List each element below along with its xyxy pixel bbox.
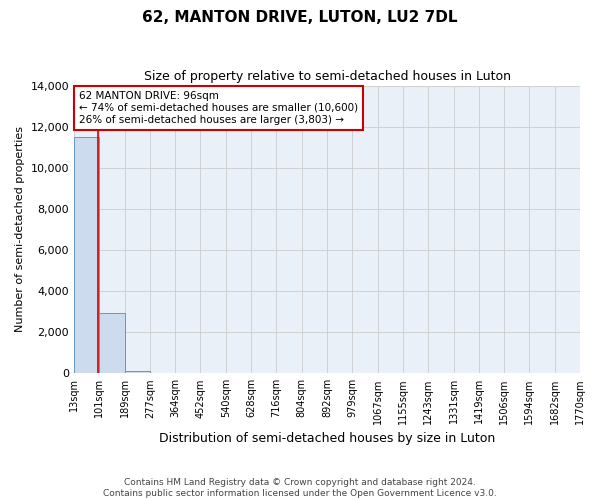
X-axis label: Distribution of semi-detached houses by size in Luton: Distribution of semi-detached houses by …	[159, 432, 495, 445]
Y-axis label: Number of semi-detached properties: Number of semi-detached properties	[15, 126, 25, 332]
Bar	[74, 137, 100, 374]
Text: 62, MANTON DRIVE, LUTON, LU2 7DL: 62, MANTON DRIVE, LUTON, LU2 7DL	[142, 10, 458, 25]
Title: Size of property relative to semi-detached houses in Luton: Size of property relative to semi-detach…	[143, 70, 511, 83]
Text: Contains HM Land Registry data © Crown copyright and database right 2024.
Contai: Contains HM Land Registry data © Crown c…	[103, 478, 497, 498]
Bar	[100, 312, 125, 374]
Bar	[125, 370, 150, 374]
Text: 62 MANTON DRIVE: 96sqm
← 74% of semi-detached houses are smaller (10,600)
26% of: 62 MANTON DRIVE: 96sqm ← 74% of semi-det…	[79, 92, 358, 124]
